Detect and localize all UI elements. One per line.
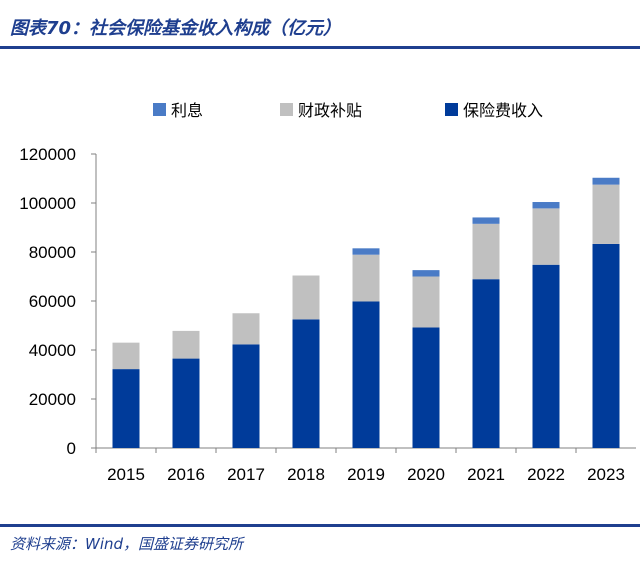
y-tick-label: 100000 <box>19 194 76 213</box>
y-tick-label: 0 <box>67 439 76 458</box>
legend-label: 财政补贴 <box>298 101 362 120</box>
x-tick-label: 2021 <box>467 465 505 484</box>
figure-title: 图表70：社会保险基金收入构成（亿元） <box>10 18 342 39</box>
legend-swatch <box>445 103 458 116</box>
bar-segment <box>352 301 380 448</box>
bar-segment <box>532 208 560 265</box>
y-tick-label: 120000 <box>19 145 76 164</box>
bar-segment <box>352 248 380 255</box>
bar-segment <box>592 184 620 244</box>
y-tick-label: 80000 <box>29 243 76 262</box>
bar-segment <box>112 342 140 370</box>
chart-legend: 利息 财政补贴 保险费收入 <box>153 101 543 120</box>
x-tick-label: 2022 <box>527 465 565 484</box>
bar-segment <box>292 319 320 448</box>
title-divider <box>0 46 640 49</box>
x-tick-label: 2018 <box>287 465 325 484</box>
bar-segment <box>292 275 320 320</box>
legend-swatch <box>280 103 293 116</box>
bar-segment <box>232 313 260 345</box>
bar-segment <box>532 264 560 448</box>
bar-segment <box>352 254 380 302</box>
source-note: 资料来源：Wind，国盛证券研究所 <box>10 535 244 553</box>
bar-segment <box>532 202 560 209</box>
x-tick-label: 2017 <box>227 465 265 484</box>
bar-segment <box>592 177 620 185</box>
y-tick-label: 60000 <box>29 292 76 311</box>
x-tick-label: 2016 <box>167 465 205 484</box>
y-tick-label: 40000 <box>29 341 76 360</box>
bar-segment <box>412 327 440 448</box>
bar-segment <box>172 358 200 448</box>
x-axis: 2015 2016 2017 2018 2019 2020 2021 2022 2023 <box>95 447 636 484</box>
bar-segment <box>472 279 500 448</box>
legend-swatch <box>153 103 166 116</box>
bar-segment <box>592 243 620 448</box>
x-tick-label: 2019 <box>347 465 385 484</box>
bar-segment <box>412 276 440 328</box>
bar-group <box>112 177 620 448</box>
bar-segment <box>232 344 260 448</box>
x-tick-label: 2020 <box>407 465 445 484</box>
y-axis: 0 20000 40000 60000 80000 100000 120000 <box>19 145 97 458</box>
stacked-bar-chart: 利息 财政补贴 保险费收入 0 20000 40000 60000 80000 100000 1… <box>19 101 636 484</box>
bar-segment <box>112 369 140 448</box>
x-tick-label: 2015 <box>107 465 145 484</box>
x-tick-label: 2023 <box>587 465 625 484</box>
legend-label: 保险费收入 <box>463 101 543 120</box>
bar-segment <box>412 270 440 277</box>
bar-segment <box>172 330 200 359</box>
source-divider <box>0 524 640 527</box>
y-tick-label: 20000 <box>29 390 76 409</box>
bar-segment <box>472 223 500 280</box>
legend-label: 利息 <box>171 101 203 120</box>
bar-segment <box>472 217 500 224</box>
